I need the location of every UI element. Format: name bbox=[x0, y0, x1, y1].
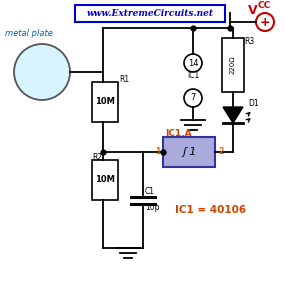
Text: V: V bbox=[248, 3, 258, 16]
Text: 10M: 10M bbox=[95, 98, 115, 106]
Text: CC: CC bbox=[258, 1, 271, 10]
Text: 1: 1 bbox=[155, 147, 160, 156]
Text: 14: 14 bbox=[188, 59, 198, 68]
Text: R2: R2 bbox=[92, 153, 102, 162]
Text: IC1.A: IC1.A bbox=[165, 130, 192, 138]
Text: C1: C1 bbox=[145, 188, 155, 196]
Text: metal plate: metal plate bbox=[5, 29, 53, 38]
Text: R1: R1 bbox=[119, 76, 129, 85]
Polygon shape bbox=[223, 107, 243, 123]
Bar bbox=[163, 137, 215, 167]
Text: 2: 2 bbox=[218, 147, 223, 156]
Text: IC1 = 40106: IC1 = 40106 bbox=[175, 205, 246, 215]
Text: 10p: 10p bbox=[145, 203, 160, 211]
Circle shape bbox=[14, 44, 70, 100]
Text: www.ExtremeCircuits.net: www.ExtremeCircuits.net bbox=[87, 8, 213, 18]
Text: +: + bbox=[260, 16, 270, 29]
Text: IC1: IC1 bbox=[187, 72, 199, 80]
Bar bbox=[92, 160, 118, 200]
Text: 7: 7 bbox=[190, 93, 196, 102]
Text: R3: R3 bbox=[244, 37, 254, 46]
Bar bbox=[92, 82, 118, 122]
Text: 220Ω: 220Ω bbox=[230, 56, 236, 74]
Text: ʃ 1: ʃ 1 bbox=[182, 147, 196, 157]
Bar bbox=[75, 5, 225, 22]
Text: 10M: 10M bbox=[95, 175, 115, 185]
Text: D1: D1 bbox=[248, 100, 258, 108]
Bar bbox=[222, 38, 244, 92]
